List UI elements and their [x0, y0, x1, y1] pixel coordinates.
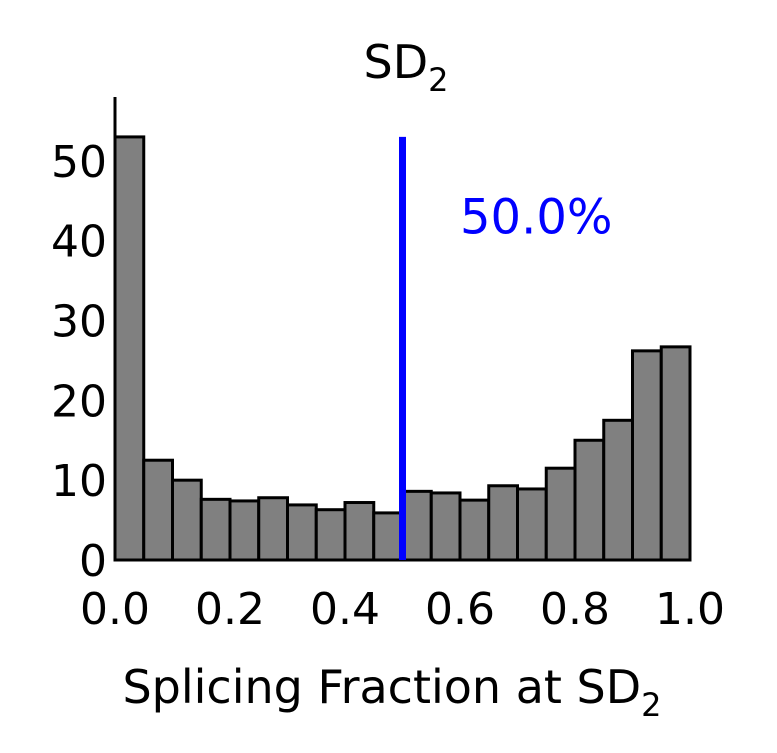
histogram-bar — [343, 501, 376, 562]
y-tick-label: 20 — [51, 376, 107, 427]
chart-title-subscript: 2 — [428, 61, 448, 99]
y-tick-label: 10 — [51, 456, 107, 507]
histogram-bar — [401, 489, 433, 562]
bars-group — [113, 135, 692, 562]
histogram-bar — [257, 496, 289, 562]
x-tick-labels: 0.0 0.2 0.4 0.6 0.8 1.0 — [80, 584, 725, 635]
x-axis-label-main: Splicing Fraction at SD — [122, 660, 641, 714]
x-axis-label-subscript: 2 — [641, 686, 661, 724]
histogram-bar — [372, 511, 404, 562]
x-tick-label: 0.4 — [310, 584, 380, 635]
x-tick-label: 0.2 — [195, 584, 265, 635]
histogram-bar — [171, 478, 203, 562]
histogram-bar — [516, 487, 548, 562]
histogram-bar — [142, 458, 174, 562]
chart-title-main: SD — [364, 35, 429, 89]
histogram-bar — [458, 498, 491, 562]
x-tick-label: 0.6 — [425, 584, 495, 635]
histogram-bar — [429, 491, 462, 562]
histogram-bar — [113, 135, 146, 562]
x-tick-label: 1.0 — [655, 584, 725, 635]
x-tick-label: 0.0 — [80, 584, 150, 635]
histogram-bar — [573, 438, 606, 562]
histogram-bar — [228, 499, 261, 562]
y-tick-label: 50 — [51, 137, 107, 188]
x-tick-label: 0.8 — [540, 584, 610, 635]
y-tick-label: 0 — [79, 536, 107, 587]
x-axis-label: Splicing Fraction at SD2 — [122, 660, 661, 724]
histogram-bar — [659, 345, 692, 562]
histogram-bar — [286, 503, 318, 562]
histogram-bar — [631, 349, 663, 562]
histogram-bar — [602, 418, 634, 562]
y-tick-label: 30 — [51, 297, 107, 348]
chart-title: SD2 — [364, 35, 449, 99]
histogram-bar — [199, 497, 232, 562]
y-tick-labels: 0 10 20 30 40 50 — [51, 137, 107, 587]
histogram-bar — [314, 508, 347, 562]
y-tick-label: 40 — [51, 217, 107, 268]
histogram-bar — [544, 466, 577, 562]
histogram-bar — [487, 484, 519, 562]
percent-annotation: 50.0% — [460, 190, 612, 246]
